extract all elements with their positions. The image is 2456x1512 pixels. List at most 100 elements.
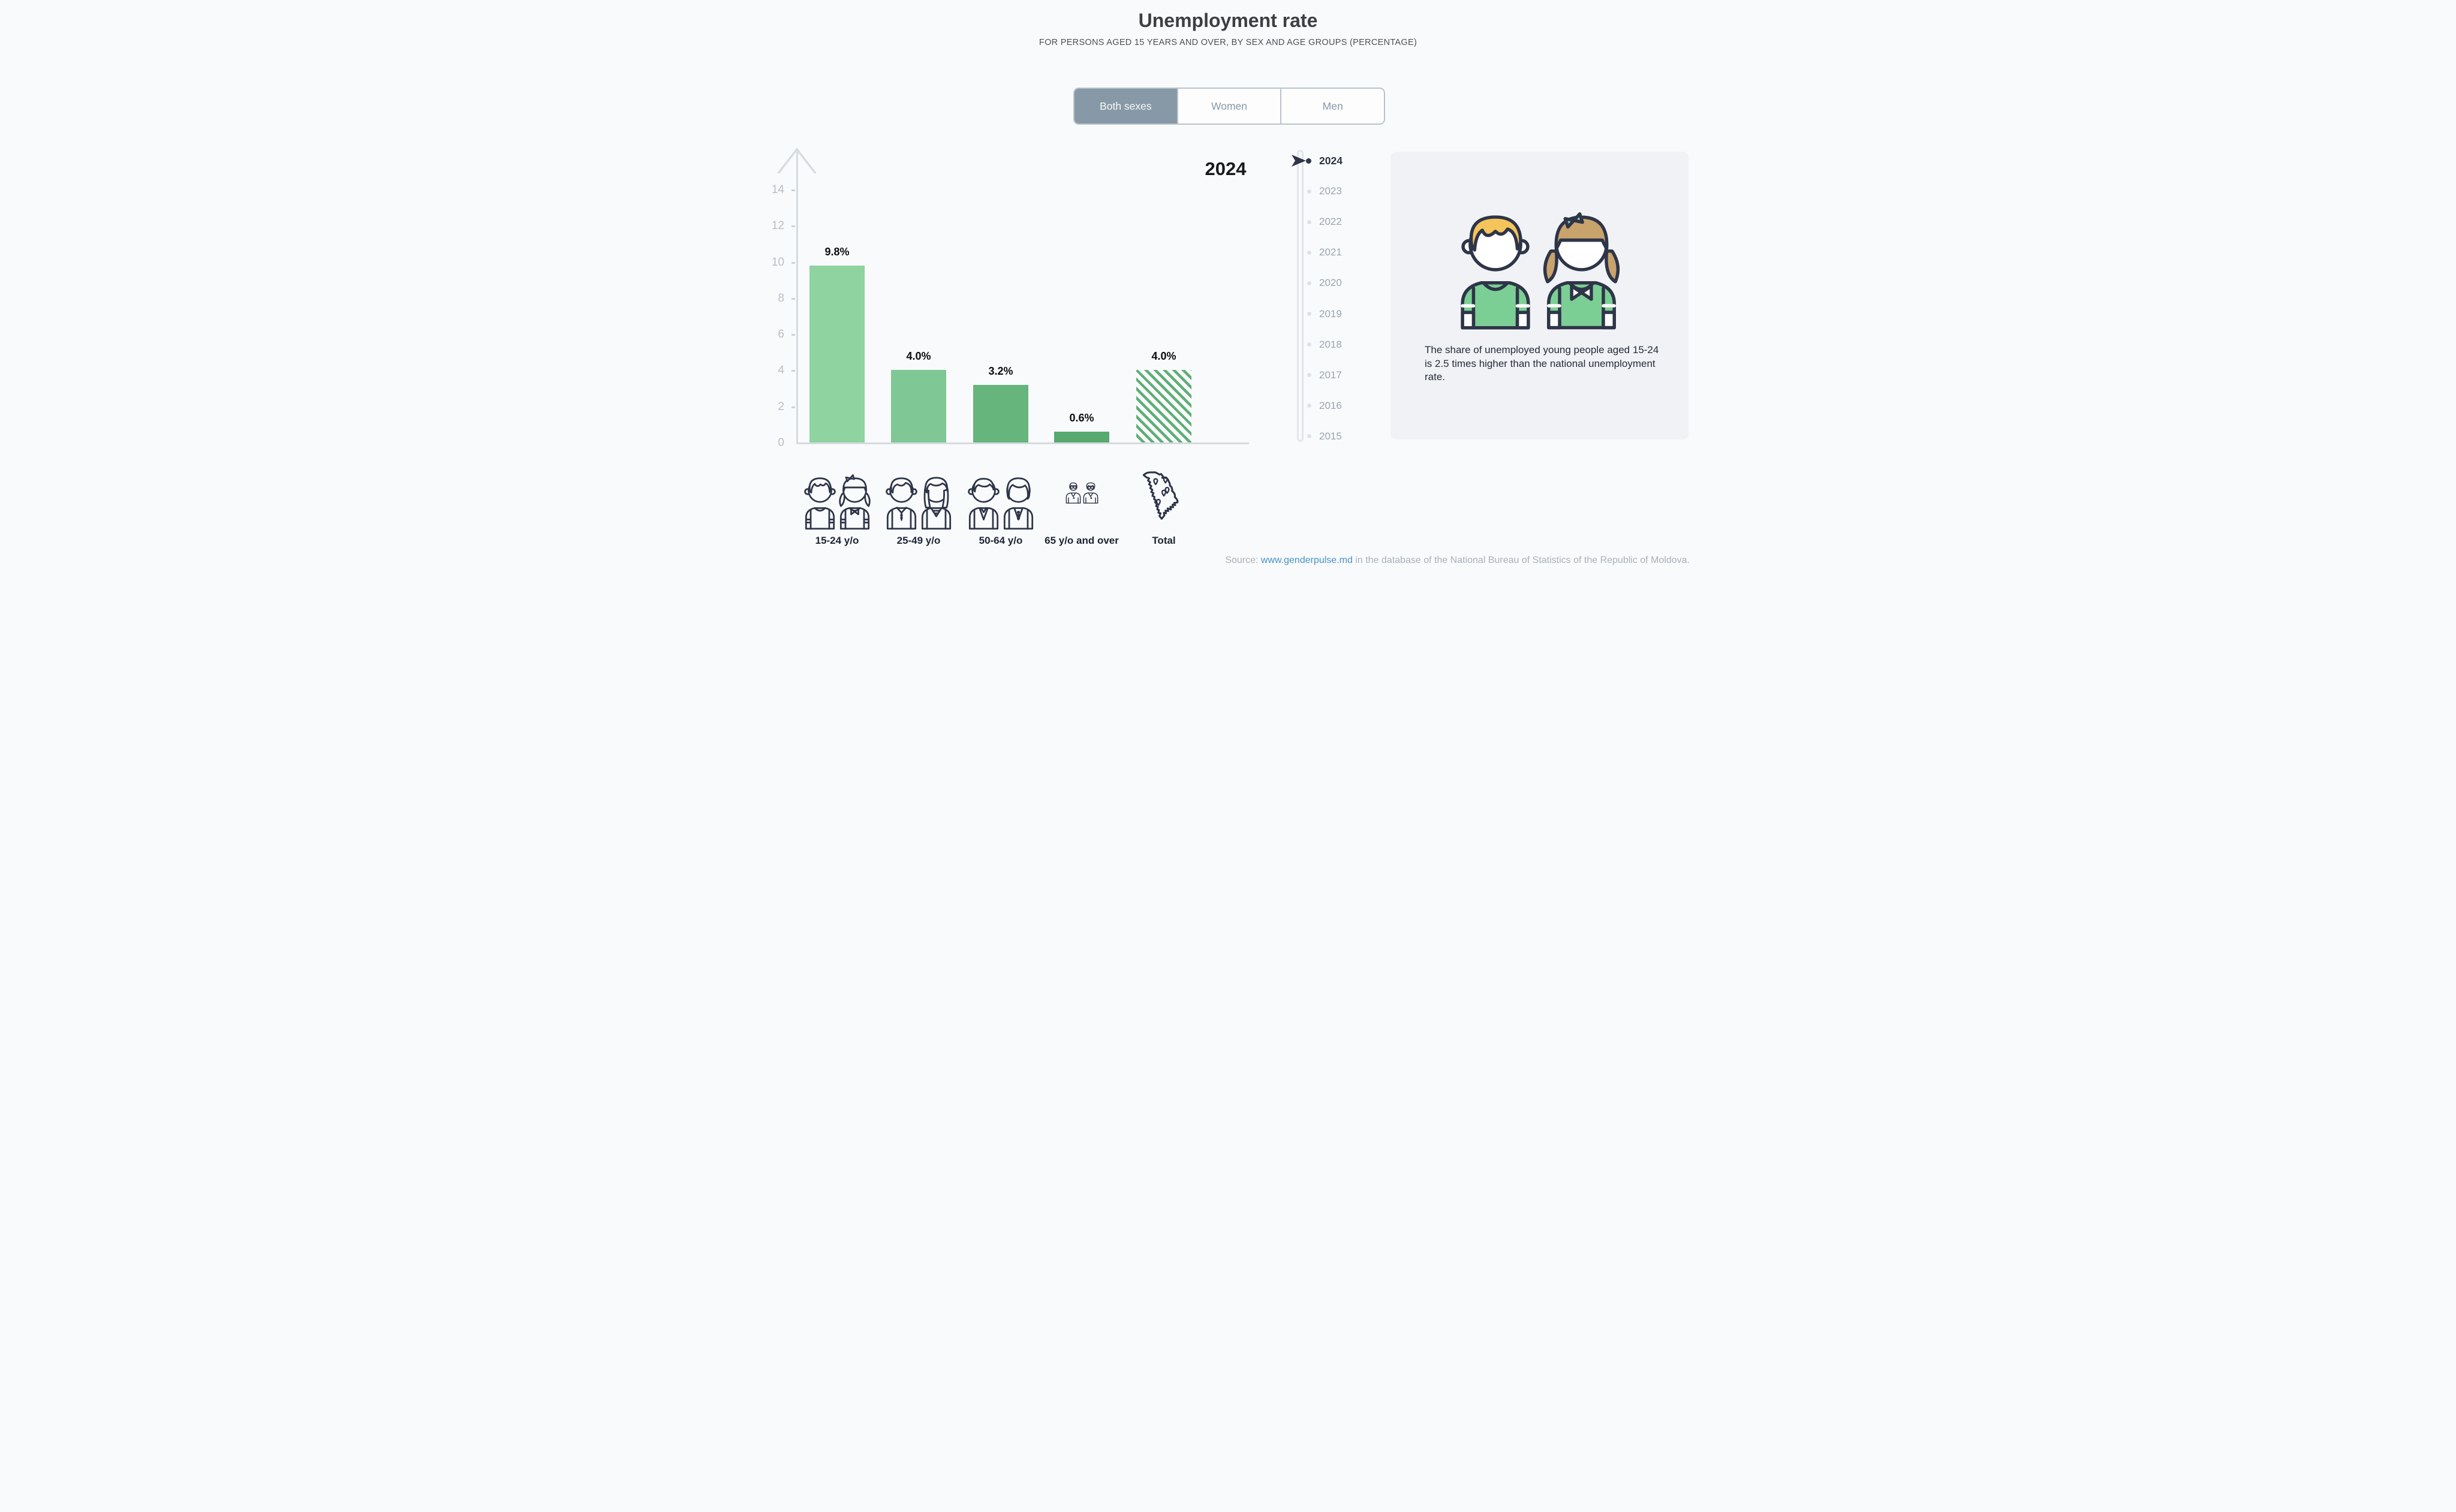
year-dot bbox=[1307, 250, 1311, 255]
year-dot bbox=[1307, 219, 1311, 224]
page-subtitle: FOR PERSONS AGED 15 YEARS AND OVER, BY S… bbox=[1039, 38, 1417, 47]
source-suffix: in the database of the National Bureau o… bbox=[1352, 555, 1690, 565]
year-label: 2020 bbox=[1319, 277, 1342, 289]
year-label: 2024 bbox=[1319, 155, 1343, 167]
category-65-over: 65 y/o and over bbox=[1031, 462, 1133, 552]
bar-50-64 y/o[interactable] bbox=[973, 384, 1028, 442]
tab-both-sexes[interactable]: Both sexes bbox=[1074, 89, 1177, 124]
year-label: 2016 bbox=[1319, 399, 1342, 411]
selected-year-label: 2024 bbox=[1205, 158, 1247, 179]
y-axis-line bbox=[796, 152, 798, 444]
year-label: 2015 bbox=[1319, 430, 1342, 442]
year-label: 2022 bbox=[1319, 216, 1342, 228]
category-label: 65 y/o and over bbox=[1045, 535, 1119, 546]
young-man-icon bbox=[803, 477, 836, 530]
unemployment-dashboard: Unemployment rate FOR PERSONS AGED 15 YE… bbox=[758, 0, 1698, 579]
timeline-cursor-icon[interactable] bbox=[1291, 153, 1307, 168]
y-tick-label: 10 bbox=[771, 255, 784, 269]
bar-chart: 0 2 4 6 8 10 12 14 9.8% 4.0% 3.2% 0.6% 4.0% bbox=[772, 147, 1256, 449]
category-label: 50-64 y/o bbox=[979, 535, 1023, 546]
elderly-woman-icon bbox=[1083, 482, 1098, 504]
year-timeline: 2024 2023 2022 2021 2020 2019 2018 2017 2016 2015 bbox=[1286, 147, 1399, 450]
sex-filter-tabs: Both sexes Women Men bbox=[1073, 88, 1385, 125]
year-item-2017[interactable]: 2017 bbox=[1286, 368, 1399, 383]
year-dot bbox=[1307, 342, 1311, 347]
bar-Total[interactable] bbox=[1136, 370, 1191, 442]
adult-man-icon bbox=[885, 477, 917, 530]
y-tick-label: 4 bbox=[778, 364, 784, 377]
y-tick-label: 6 bbox=[778, 328, 784, 341]
category-label: 15-24 y/o bbox=[815, 535, 859, 546]
mature-man-icon bbox=[967, 478, 1000, 530]
adult-pair-icon bbox=[868, 462, 970, 530]
year-item-2021[interactable]: 2021 bbox=[1286, 245, 1399, 260]
y-tick-label: 0 bbox=[778, 436, 784, 449]
bar-15-24 y/o[interactable] bbox=[809, 265, 865, 442]
year-item-2024[interactable]: 2024 bbox=[1286, 153, 1399, 168]
category-50-64: 50-64 y/o bbox=[950, 462, 1052, 552]
young-woman-icon bbox=[838, 474, 871, 530]
category-label: Total bbox=[1152, 535, 1176, 546]
category-total: Total bbox=[1113, 462, 1215, 552]
year-item-2023[interactable]: 2023 bbox=[1286, 183, 1399, 199]
y-tick-mark bbox=[791, 297, 795, 300]
y-tick-mark bbox=[791, 225, 795, 228]
bar-value-label: 3.2% bbox=[988, 365, 1013, 377]
source-prefix: Source: bbox=[1225, 555, 1261, 565]
mature-pair-icon bbox=[950, 462, 1052, 530]
tab-men[interactable]: Men bbox=[1280, 89, 1384, 124]
year-dot bbox=[1306, 158, 1311, 164]
y-tick-label: 12 bbox=[771, 219, 784, 233]
elderly-man-icon bbox=[1066, 482, 1080, 504]
year-label: 2018 bbox=[1319, 338, 1342, 350]
year-dot bbox=[1307, 281, 1311, 285]
y-tick-mark bbox=[791, 406, 795, 408]
y-tick-label: 8 bbox=[778, 291, 784, 305]
year-label: 2021 bbox=[1319, 246, 1342, 258]
info-card: The share of unemployed young people age… bbox=[1390, 152, 1688, 439]
moldova-outline bbox=[1142, 471, 1179, 520]
bar-value-label: 4.0% bbox=[1151, 350, 1176, 363]
girl-illustration-icon bbox=[1543, 212, 1620, 330]
year-item-2015[interactable]: 2015 bbox=[1286, 429, 1399, 444]
bar-value-label: 4.0% bbox=[906, 350, 931, 363]
moldova-map-icon bbox=[1113, 462, 1215, 530]
category-label: 25-49 y/o bbox=[896, 535, 941, 546]
bar-65 y/o and over[interactable] bbox=[1054, 431, 1109, 442]
page-title: Unemployment rate bbox=[1138, 10, 1318, 31]
y-tick-label: 14 bbox=[771, 183, 784, 196]
y-tick-label: 2 bbox=[778, 400, 784, 413]
insight-text: The share of unemployed young people age… bbox=[1425, 344, 1659, 383]
bar-value-label: 9.8% bbox=[824, 245, 850, 258]
year-item-2022[interactable]: 2022 bbox=[1286, 214, 1399, 230]
y-tick-mark bbox=[791, 189, 795, 191]
timeline-track bbox=[1297, 150, 1304, 442]
category-25-49: 25-49 y/o bbox=[868, 462, 970, 552]
year-item-2020[interactable]: 2020 bbox=[1286, 275, 1399, 291]
year-dot bbox=[1307, 434, 1311, 439]
y-tick-mark bbox=[791, 261, 795, 264]
year-item-2019[interactable]: 2019 bbox=[1286, 306, 1399, 322]
year-dot bbox=[1307, 189, 1311, 194]
bar-25-49 y/o[interactable] bbox=[891, 370, 946, 442]
year-dot bbox=[1307, 312, 1311, 316]
year-item-2018[interactable]: 2018 bbox=[1286, 337, 1399, 353]
year-label: 2017 bbox=[1319, 369, 1342, 381]
year-label: 2023 bbox=[1319, 185, 1342, 197]
young-pair-icon bbox=[786, 462, 888, 530]
year-label: 2019 bbox=[1319, 308, 1342, 320]
year-dot bbox=[1307, 373, 1311, 378]
source-link[interactable]: www.genderpulse.md bbox=[1260, 555, 1353, 565]
mature-woman-icon bbox=[1003, 477, 1033, 530]
boy-illustration-icon bbox=[1461, 215, 1530, 330]
tab-women[interactable]: Women bbox=[1176, 89, 1281, 124]
year-dot bbox=[1307, 403, 1311, 408]
category-15-24: 15-24 y/o bbox=[786, 462, 888, 552]
y-axis-arrow-icon bbox=[777, 147, 817, 174]
young-people-illustration bbox=[1390, 207, 1688, 330]
bar-value-label: 0.6% bbox=[1069, 411, 1094, 424]
y-tick-mark bbox=[791, 370, 795, 372]
year-item-2016[interactable]: 2016 bbox=[1286, 398, 1399, 414]
source-line: Source: www.genderpulse.md in the databa… bbox=[1225, 555, 1690, 566]
y-tick-mark bbox=[791, 334, 795, 336]
